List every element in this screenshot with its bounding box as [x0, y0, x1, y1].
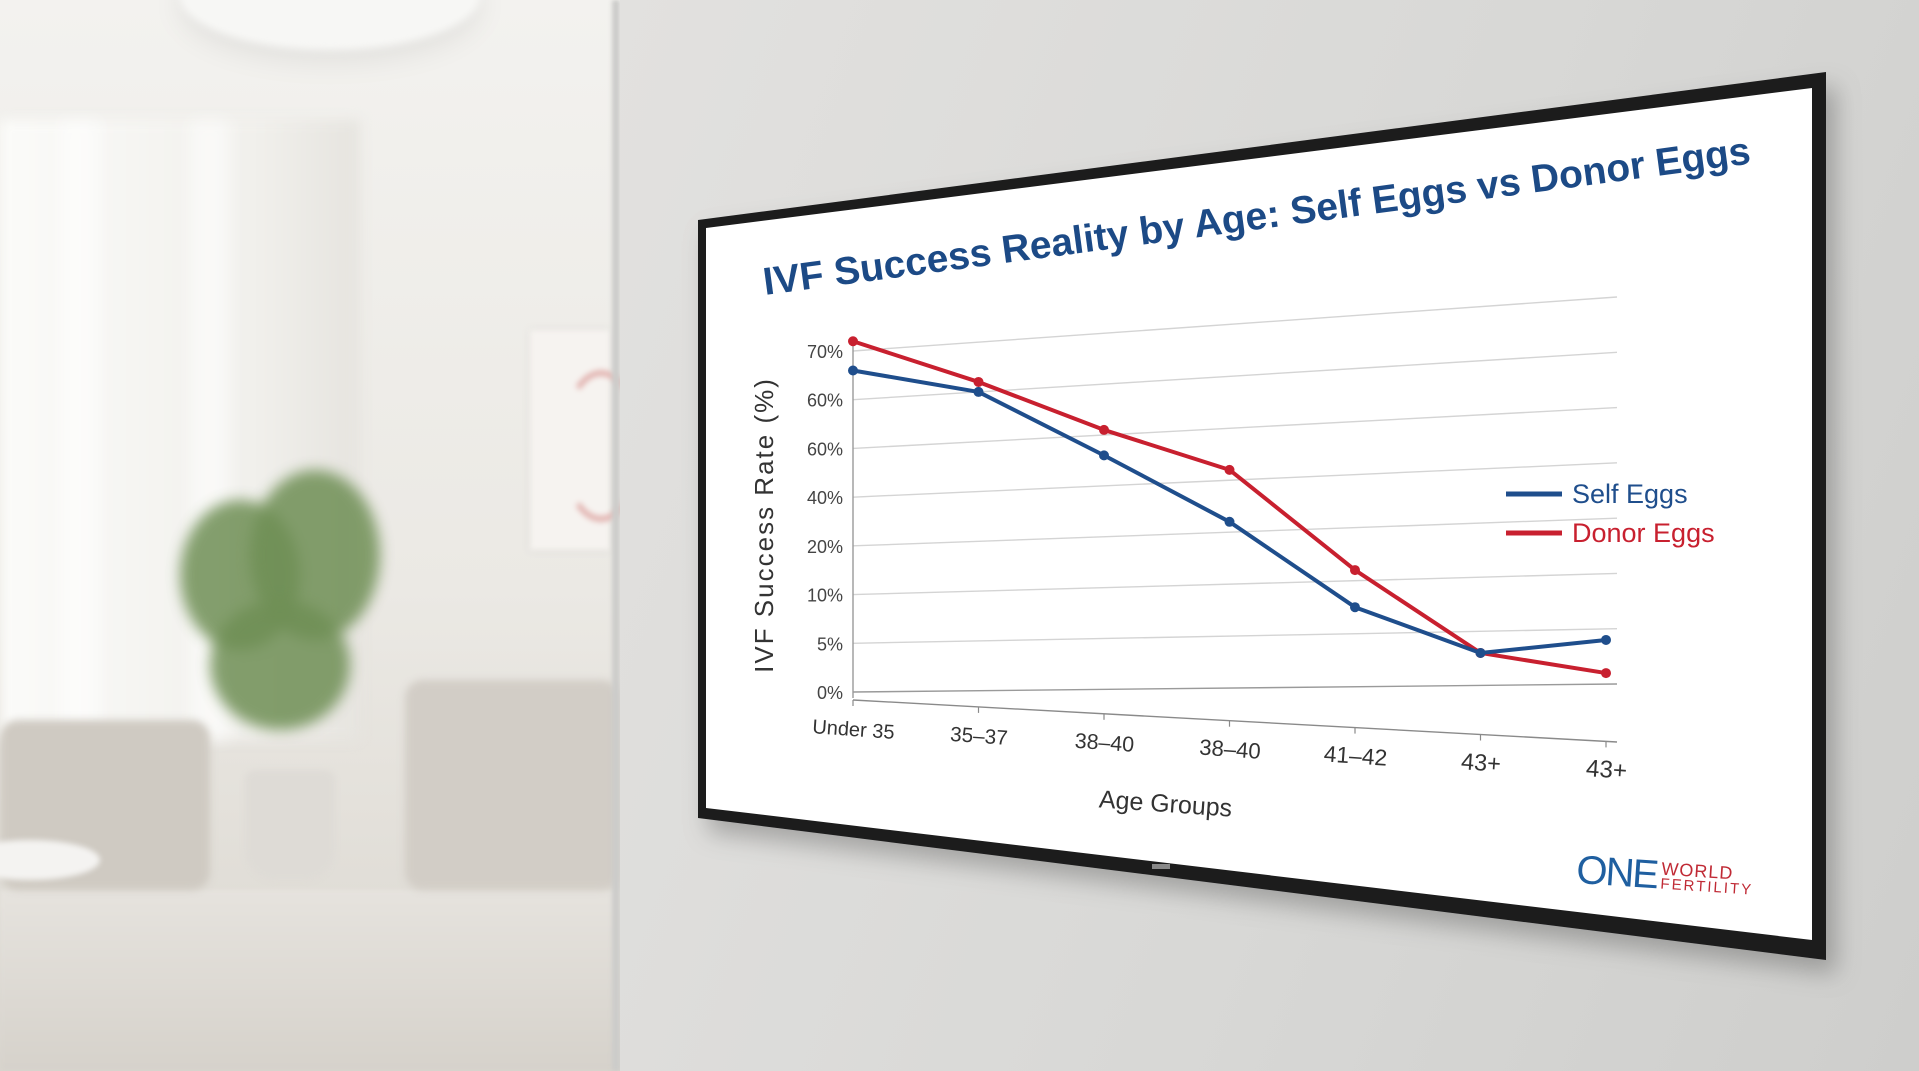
tv-brand-badge — [1152, 864, 1170, 869]
chart-series — [848, 336, 1611, 679]
grid-line — [852, 406, 1618, 450]
grid-line — [852, 296, 1618, 352]
background-room — [0, 0, 642, 1071]
y-axis-label: IVF Success Rate (%) — [749, 377, 779, 673]
x-tick-label: 38–40 — [1199, 735, 1262, 764]
y-tick-label: 60% — [807, 439, 843, 459]
sofa-right — [405, 680, 620, 890]
floor — [0, 890, 620, 1071]
grid-line — [852, 462, 1618, 498]
wall-art — [530, 330, 642, 550]
x-tick-labels: Under 35 35–37 38–40 38–40 41–42 43+ 43+ — [812, 700, 1628, 785]
y-tick-label: 20% — [807, 537, 843, 557]
chart-legend: Self Eggs Donor Eggs — [1506, 479, 1715, 548]
data-point-self-eggs — [1350, 602, 1360, 613]
data-point-donor-eggs — [1099, 424, 1109, 435]
data-point-self-eggs — [1099, 450, 1109, 461]
legend-label-self-eggs: Self Eggs — [1572, 479, 1688, 509]
data-point-donor-eggs — [1350, 565, 1360, 576]
tv-screen — [706, 88, 1812, 940]
data-point-donor-eggs — [848, 336, 858, 347]
y-tick-label: 5% — [817, 634, 843, 654]
data-point-donor-eggs — [1601, 668, 1611, 679]
x-tick-label: 38–40 — [1074, 729, 1135, 757]
plant-leaves — [210, 600, 350, 730]
x-tick-label: 41–42 — [1323, 740, 1388, 770]
logo-wordmark: WORLD FERTILITY — [1660, 858, 1755, 898]
wall-edge — [612, 0, 620, 1071]
data-point-self-eggs — [1224, 516, 1235, 527]
x-axis-line — [852, 699, 1618, 743]
data-point-self-eggs — [848, 365, 858, 376]
grid-line — [852, 683, 1618, 693]
data-point-donor-eggs — [1224, 464, 1235, 475]
y-tick-labels: 0% 5% 10% 20% 40% 60% 60% 70% — [807, 342, 843, 703]
x-tick-label: 43+ — [1585, 755, 1628, 785]
y-tick-label: 10% — [807, 586, 843, 606]
grid-line — [852, 572, 1618, 596]
data-point-self-eggs — [973, 386, 984, 397]
y-tick-label: 0% — [817, 683, 843, 703]
y-tick-label: 70% — [807, 342, 843, 362]
data-point-self-eggs — [1475, 647, 1486, 658]
chart-grid — [852, 296, 1618, 743]
logo-mark: ONE — [1575, 848, 1659, 898]
grid-line — [852, 628, 1618, 644]
legend-label-donor-eggs: Donor Eggs — [1572, 518, 1715, 548]
x-tick-label: 43+ — [1460, 748, 1502, 777]
curtain — [60, 120, 100, 740]
plant-pot — [245, 770, 335, 880]
data-point-self-eggs — [1601, 634, 1611, 645]
y-tick-label: 40% — [807, 488, 843, 508]
data-point-donor-eggs — [973, 376, 984, 387]
x-tick-label: 35–37 — [949, 723, 1008, 750]
y-tick-label: 60% — [807, 391, 843, 411]
grid-line — [852, 517, 1618, 547]
